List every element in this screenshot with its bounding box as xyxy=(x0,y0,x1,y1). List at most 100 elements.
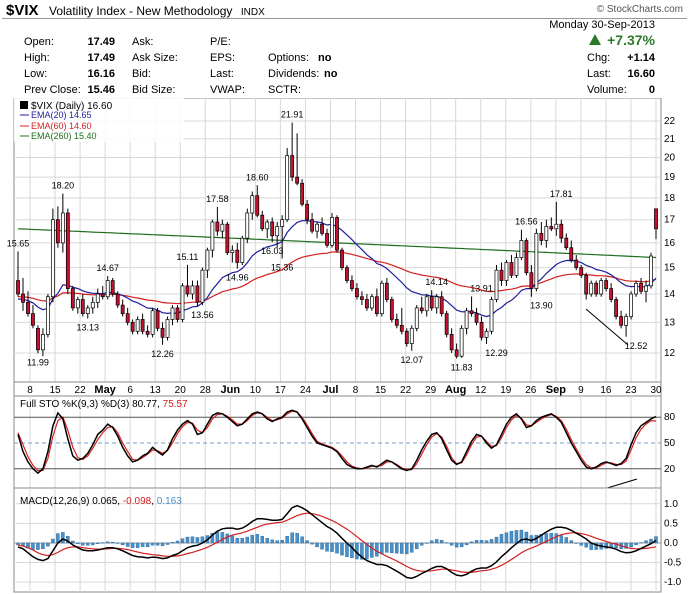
price-tick-label: 19 xyxy=(664,172,676,183)
macd-hist-bar xyxy=(105,541,110,544)
symbol-description: Volatility Index - New Methodology xyxy=(48,4,233,18)
candle-body xyxy=(439,296,444,314)
macd-hist-bar xyxy=(41,542,45,550)
symbol-title[interactable]: $VIX xyxy=(6,2,39,19)
macd-legend-prefix: MACD(12,26,9) xyxy=(20,496,92,507)
macd-hist-bar xyxy=(494,536,499,544)
macd-hist-bar xyxy=(604,542,608,549)
macd-hist-bar xyxy=(639,542,643,544)
candle-body xyxy=(404,330,409,344)
candle-body xyxy=(604,280,609,289)
macd-hist-bar xyxy=(180,538,185,544)
quote-header: $VIX Volatility Index - New Methodology … xyxy=(0,0,689,98)
candle-body xyxy=(629,293,633,317)
candle-body xyxy=(419,307,424,312)
macd-legend-sep2: , xyxy=(151,496,157,507)
sto-tick-label: 50 xyxy=(664,438,676,449)
macd-hist-bar xyxy=(325,542,329,552)
price-annotation: 17.81 xyxy=(550,189,573,199)
date-tick-label: 24 xyxy=(300,385,312,396)
macd-line xyxy=(17,504,657,579)
macd-hist-bar xyxy=(395,542,399,554)
candle-body xyxy=(554,223,559,230)
candle-body xyxy=(41,333,45,351)
high-value: 17.49 xyxy=(87,52,115,64)
open-value: 17.49 xyxy=(87,36,115,48)
macd-hist-bar xyxy=(554,533,559,544)
macd-hist-bar xyxy=(564,537,569,544)
macd-hist-bar xyxy=(464,542,469,546)
candle-body xyxy=(499,269,504,281)
candle-body xyxy=(275,226,280,237)
candle-body xyxy=(100,293,105,298)
candle-body xyxy=(265,221,270,230)
price-annotation: 18.60 xyxy=(246,172,269,182)
candle-body xyxy=(345,267,349,281)
price-tick-label: 13 xyxy=(664,317,676,328)
up-arrow-icon xyxy=(589,34,601,45)
macd-hist-bar xyxy=(424,542,429,544)
price-annotation: 14.96 xyxy=(226,273,249,283)
date-tick-label: 9 xyxy=(578,385,584,396)
macd-hist-bar xyxy=(444,542,449,544)
price-annotation: 13.56 xyxy=(191,310,214,320)
candle-body xyxy=(634,282,638,295)
candle-body xyxy=(230,249,235,253)
price-annotation: 14.67 xyxy=(96,263,119,273)
macd-hist-bar xyxy=(255,534,259,544)
price-annotation: 16.03 xyxy=(261,246,284,256)
macd-hist-bar xyxy=(140,542,145,548)
ask-label: Ask: xyxy=(132,36,154,48)
candle-body xyxy=(474,313,479,323)
candle-body xyxy=(574,259,579,268)
macd-hist-bar xyxy=(544,533,549,544)
macd-hist-bar xyxy=(225,533,230,544)
high-label: High: xyxy=(24,52,50,64)
candle-body xyxy=(16,280,20,295)
price-tick-label: 18 xyxy=(664,193,676,204)
candle-body xyxy=(110,280,115,295)
title-row: $VIX Volatility Index - New Methodology … xyxy=(6,2,265,19)
candle-body xyxy=(21,293,25,303)
date-tick-label: Sep xyxy=(546,384,566,396)
macd-hist-bar xyxy=(415,542,419,550)
macd-hist-bar xyxy=(195,537,200,544)
candle-body xyxy=(50,219,55,298)
price-annotation: 15.36 xyxy=(271,263,294,273)
macd-hist-bar xyxy=(51,538,55,544)
candle-body xyxy=(325,233,329,246)
macd-tick-label: 1.0 xyxy=(664,499,678,510)
candle-body xyxy=(579,267,584,276)
macd-hist-bar xyxy=(524,531,529,544)
macd-tick-label: 0.5 xyxy=(664,518,678,529)
date-tick-label: 16 xyxy=(600,385,612,396)
ema260-legend: EMA(260) 15.40 xyxy=(31,131,97,141)
macd-hist-bar xyxy=(574,542,578,544)
low-value: 16.16 xyxy=(87,68,115,80)
candle-body xyxy=(360,296,364,300)
candle-body xyxy=(514,257,519,276)
macd-hist-bar xyxy=(190,536,195,544)
macd-hist-bar xyxy=(240,538,245,544)
candle-body xyxy=(260,214,265,230)
candle-body xyxy=(70,288,75,309)
candle-body xyxy=(170,307,175,320)
macd-hist-bar xyxy=(285,536,289,544)
macd-hist-bar xyxy=(210,532,215,544)
price-annotation: 16.56 xyxy=(515,217,538,227)
candle-body xyxy=(374,296,379,314)
volume-label: Volume: xyxy=(587,84,627,96)
options-value: no xyxy=(318,52,332,64)
brand-watermark: © StockCharts.com xyxy=(596,4,683,15)
macd-hist-bar xyxy=(499,534,504,544)
dividends-value: no xyxy=(324,68,338,80)
macd-hist-bar xyxy=(31,542,35,550)
candle-body xyxy=(135,319,140,332)
macd-hist-bar xyxy=(474,540,479,544)
sto-grid: 20 50 80 xyxy=(14,396,676,488)
price-tick-label: 21 xyxy=(664,134,676,145)
candle-body xyxy=(519,240,524,258)
options-label: Options: xyxy=(268,52,309,64)
macd-legend: MACD(12,26,9) 0.065, -0.098, 0.163 xyxy=(20,496,182,507)
candle-body xyxy=(295,176,300,184)
